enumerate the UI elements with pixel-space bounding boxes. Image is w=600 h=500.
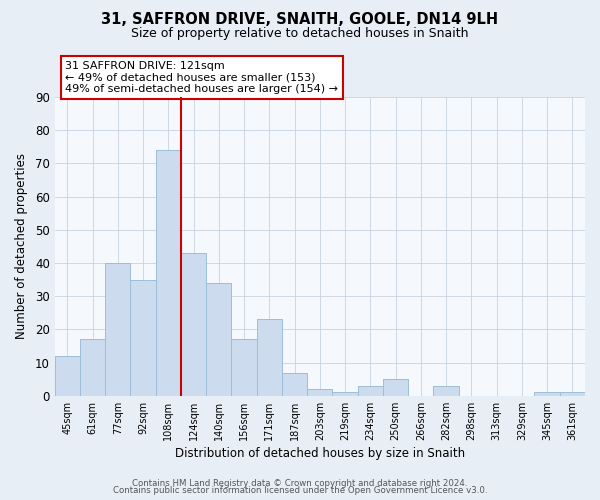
Bar <box>383 379 408 396</box>
Text: 31, SAFFRON DRIVE, SNAITH, GOOLE, DN14 9LH: 31, SAFFRON DRIVE, SNAITH, GOOLE, DN14 9… <box>101 12 499 28</box>
Bar <box>257 320 282 396</box>
Bar <box>155 150 181 396</box>
Text: Size of property relative to detached houses in Snaith: Size of property relative to detached ho… <box>131 28 469 40</box>
Bar <box>232 340 257 396</box>
Text: Contains public sector information licensed under the Open Government Licence v3: Contains public sector information licen… <box>113 486 487 495</box>
Y-axis label: Number of detached properties: Number of detached properties <box>15 154 28 340</box>
Bar <box>181 253 206 396</box>
Text: Contains HM Land Registry data © Crown copyright and database right 2024.: Contains HM Land Registry data © Crown c… <box>132 478 468 488</box>
Text: 31 SAFFRON DRIVE: 121sqm
← 49% of detached houses are smaller (153)
49% of semi-: 31 SAFFRON DRIVE: 121sqm ← 49% of detach… <box>65 61 338 94</box>
Bar <box>206 283 232 396</box>
Bar <box>535 392 560 396</box>
Bar <box>358 386 383 396</box>
Bar <box>560 392 585 396</box>
Bar <box>282 372 307 396</box>
Bar <box>80 340 105 396</box>
Bar <box>307 389 332 396</box>
Bar <box>55 356 80 396</box>
Bar <box>130 280 155 396</box>
X-axis label: Distribution of detached houses by size in Snaith: Distribution of detached houses by size … <box>175 447 465 460</box>
Bar <box>433 386 459 396</box>
Bar <box>332 392 358 396</box>
Bar <box>105 263 130 396</box>
